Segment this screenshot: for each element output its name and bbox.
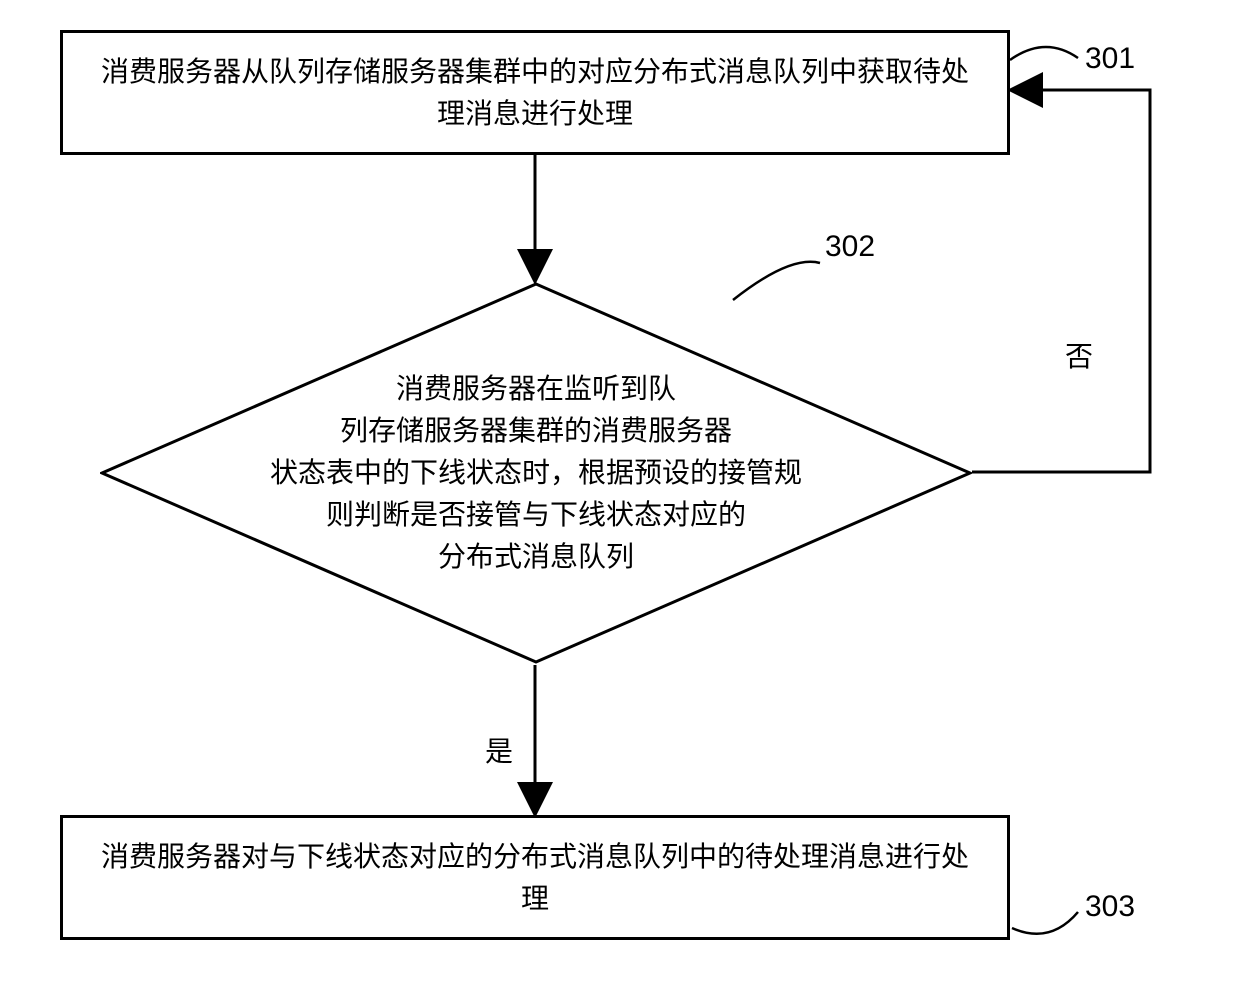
step-3-text: 消费服务器对与下线状态对应的分布式消息队列中的待处理消息进行处理 [93,836,977,920]
flowchart-container: 消费服务器从队列存储服务器集群中的对应分布式消息队列中获取待处理消息进行处理 消… [0,0,1240,1005]
decision-text: 消费服务器在监听到队列存储服务器集群的消费服务器状态表中的下线状态时，根据预设的… [270,368,802,578]
decision-box: 消费服务器在监听到队列存储服务器集群的消费服务器状态表中的下线状态时，根据预设的… [100,282,972,664]
step-3-box: 消费服务器对与下线状态对应的分布式消息队列中的待处理消息进行处理 [60,815,1010,940]
ref-303: 303 [1085,890,1135,924]
yes-label: 是 [485,730,513,770]
step-1-box: 消费服务器从队列存储服务器集群中的对应分布式消息队列中获取待处理消息进行处理 [60,30,1010,155]
step-1-text: 消费服务器从队列存储服务器集群中的对应分布式消息队列中获取待处理消息进行处理 [93,51,977,135]
ref-302: 302 [825,230,875,264]
ref-301: 301 [1085,42,1135,76]
no-label: 否 [1065,335,1093,375]
